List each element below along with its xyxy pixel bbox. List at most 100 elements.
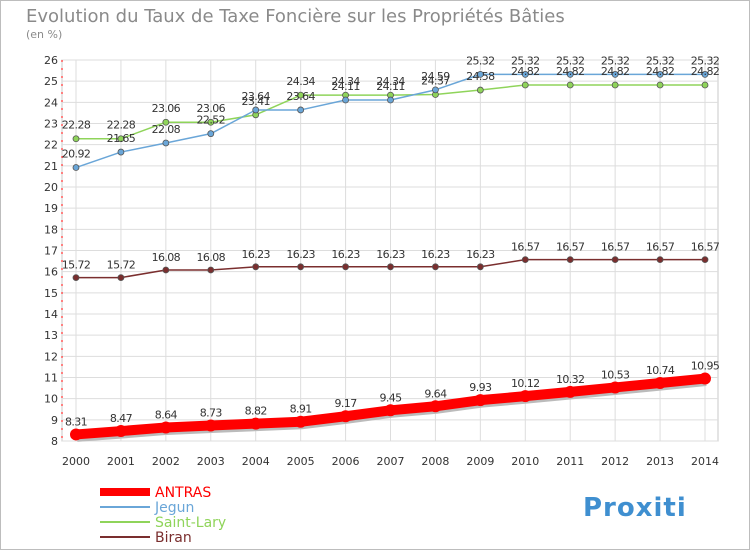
data-label-antras: 8.47 [110, 412, 133, 425]
data-point-jegun [72, 164, 80, 171]
data-point-jegun [387, 96, 394, 104]
y-tick-label: 18 [44, 223, 58, 236]
data-label-biran: 16.57 [601, 241, 630, 254]
legend-label-jegun: Jegun [154, 500, 194, 516]
data-point-biran [387, 263, 394, 271]
x-tick-label: 2007 [377, 455, 405, 468]
data-point-biran [252, 263, 260, 271]
y-tick-label: 15 [44, 287, 58, 300]
data-label-antras: 9.64 [424, 387, 447, 400]
data-label-jegun: 25.32 [466, 54, 495, 67]
data-point-biran [117, 274, 125, 281]
data-point-biran [207, 266, 215, 274]
data-point-saint-lary [701, 81, 709, 89]
data-label-biran: 15.72 [107, 259, 136, 272]
grid [61, 59, 719, 442]
data-label-jegun: 25.32 [511, 54, 540, 67]
data-point-biran [656, 256, 664, 264]
data-label-saint-lary: 24.34 [376, 75, 405, 88]
data-point-biran [297, 263, 305, 271]
data-point-antras [294, 415, 307, 428]
data-point-saint-lary [476, 86, 484, 94]
data-label-biran: 16.57 [556, 241, 585, 254]
data-label-biran: 16.23 [286, 248, 315, 261]
data-point-antras [204, 419, 217, 432]
x-tick-label: 2013 [646, 455, 674, 468]
x-tick-label: 2012 [601, 455, 629, 468]
data-label-saint-lary: 23.41 [241, 95, 270, 108]
x-tick-label: 2005 [287, 455, 315, 468]
data-point-antras [564, 385, 577, 398]
data-label-antras: 10.74 [646, 364, 675, 377]
x-tick-label: 2011 [556, 455, 584, 468]
data-point-jegun [297, 106, 305, 114]
y-tick-label: 14 [44, 308, 58, 321]
x-tick-label: 2014 [691, 455, 719, 468]
data-point-biran [72, 274, 80, 281]
data-point-jegun [521, 70, 529, 78]
data-point-jegun [432, 86, 439, 94]
data-point-saint-lary [611, 81, 619, 89]
data-label-jegun: 25.32 [646, 54, 675, 67]
y-tick-label: 8 [51, 435, 58, 448]
data-label-biran: 16.23 [466, 248, 495, 261]
data-label-antras: 9.45 [379, 391, 402, 404]
data-point-antras [699, 372, 711, 385]
data-label-biran: 16.23 [241, 248, 270, 261]
data-label-biran: 15.72 [62, 259, 91, 272]
x-tick-label: 2008 [421, 455, 449, 468]
data-label-antras: 8.31 [65, 415, 87, 428]
data-label-jegun: 22.08 [152, 123, 181, 136]
data-point-antras [519, 390, 532, 403]
chart-subtitle: (en %) [26, 28, 62, 41]
data-point-antras [474, 394, 487, 407]
y-tick-label: 16 [44, 266, 58, 279]
x-tick-label: 2000 [62, 455, 90, 468]
data-point-saint-lary [117, 135, 125, 143]
data-label-jegun: 22.52 [197, 114, 226, 127]
data-point-biran [162, 266, 170, 274]
data-point-jegun [252, 106, 260, 114]
data-point-antras [384, 404, 397, 417]
data-label-saint-lary: 24.82 [556, 65, 585, 78]
y-tick-label: 26 [44, 54, 58, 67]
logo-text: Proxiti [583, 493, 687, 523]
data-label-antras: 8.64 [155, 408, 178, 421]
data-point-jegun [611, 70, 619, 78]
data-label-antras: 10.95 [691, 360, 720, 373]
data-point-saint-lary [162, 118, 170, 126]
data-label-saint-lary: 24.82 [646, 65, 675, 78]
y-tick-label: 19 [44, 202, 58, 215]
y-tick-label: 22 [44, 139, 58, 152]
y-tick-label: 12 [44, 350, 58, 363]
data-label-biran: 16.57 [511, 241, 540, 254]
data-point-antras [429, 400, 442, 413]
data-label-biran: 16.57 [691, 241, 720, 254]
y-tick-label: 9 [51, 414, 58, 427]
data-point-saint-lary [72, 135, 80, 143]
x-tick-label: 2002 [152, 455, 180, 468]
x-tick-label: 2001 [107, 455, 135, 468]
data-label-biran: 16.08 [152, 251, 181, 264]
y-tick-label: 20 [44, 181, 58, 194]
data-label-jegun: 25.32 [556, 54, 585, 67]
data-label-biran: 16.23 [331, 248, 360, 261]
data-point-biran [432, 263, 439, 271]
data-labels: 8.31 8.47 8.64 8.73 8.82 8.91 9.17 9.45 9.64 9.93… [62, 54, 721, 428]
data-point-biran [342, 263, 349, 271]
x-tick-label: 2004 [242, 455, 270, 468]
data-label-biran: 16.57 [646, 241, 675, 254]
y-tick-label: 21 [44, 160, 58, 173]
data-point-saint-lary [566, 81, 574, 89]
data-label-antras: 10.53 [601, 368, 630, 381]
data-point-biran [701, 256, 709, 264]
data-label-jegun: 23.64 [241, 90, 270, 103]
data-label-antras: 9.93 [469, 381, 492, 394]
data-point-jegun [117, 148, 125, 156]
data-label-saint-lary: 24.58 [466, 70, 495, 83]
data-point-jegun [701, 70, 709, 78]
data-point-jegun [476, 70, 484, 78]
data-point-biran [566, 256, 574, 264]
